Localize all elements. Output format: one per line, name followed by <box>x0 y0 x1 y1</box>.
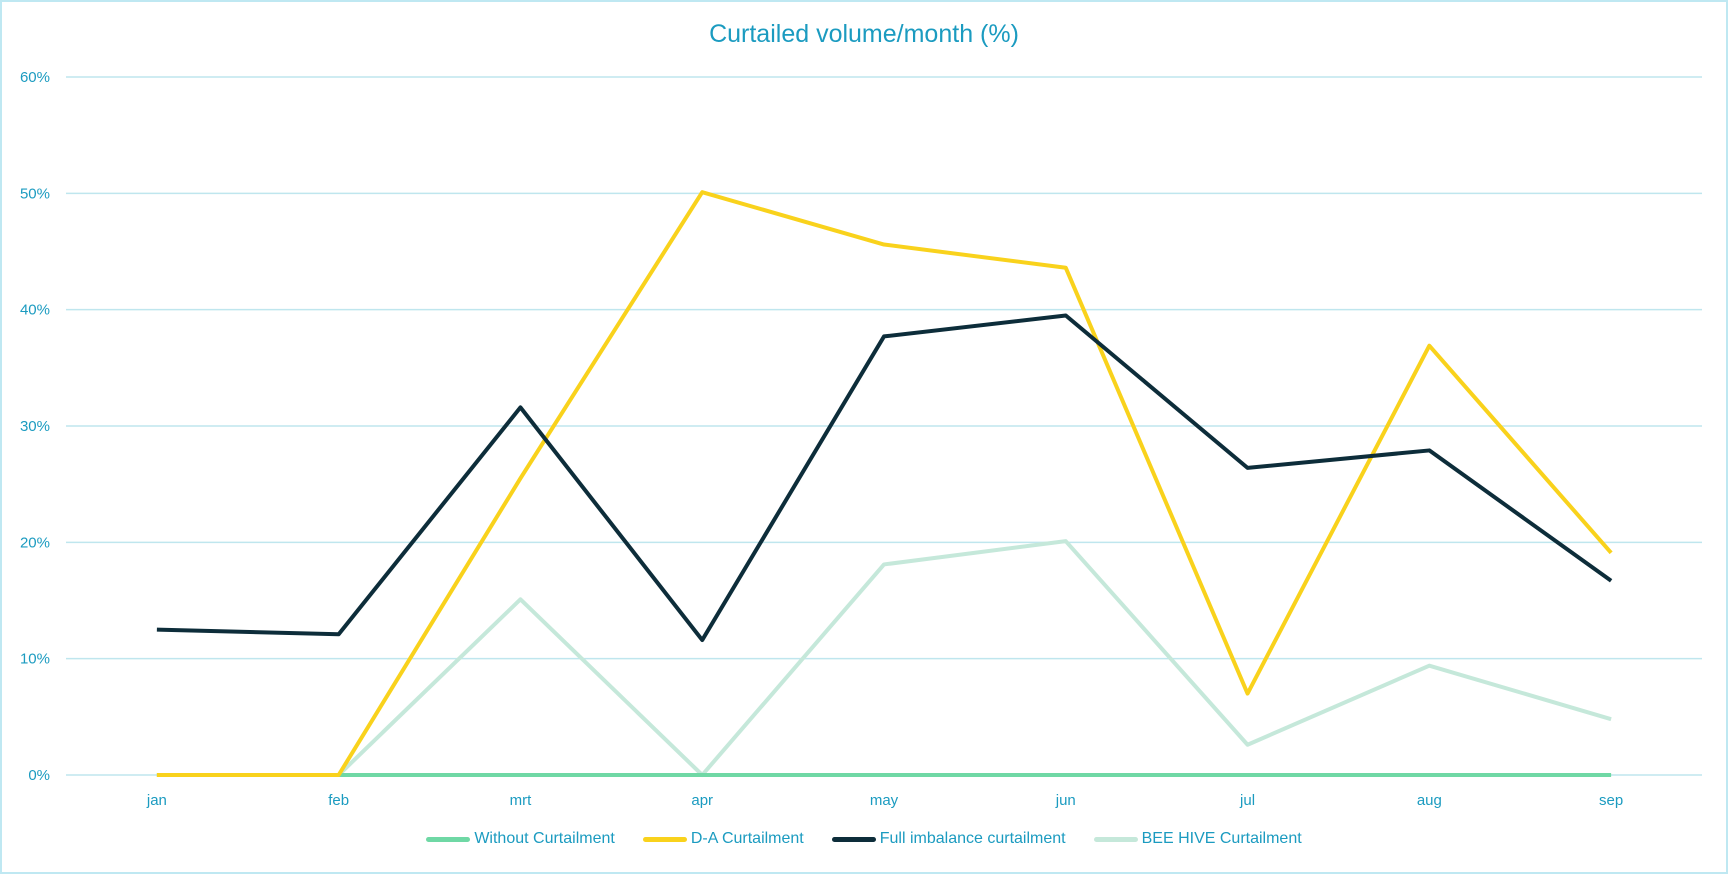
x-tick-label: may <box>870 792 899 809</box>
legend-swatch <box>426 836 471 842</box>
x-tick-label: feb <box>328 792 349 809</box>
y-tick-label: 40% <box>20 302 50 319</box>
legend-item: Full imbalance curtailment <box>831 830 1066 848</box>
series-line-d-a-curtailment <box>156 190 1613 777</box>
legend-swatch <box>831 836 876 842</box>
legend-item: D-A Curtailment <box>642 830 804 848</box>
chart-title: Curtailed volume/month (%) <box>709 20 1019 48</box>
legend-item: Without Curtailment <box>426 830 615 848</box>
legend-label: Full imbalance curtailment <box>879 830 1066 847</box>
series-line-full-imbalance-curtailment <box>156 313 1613 643</box>
x-tick-label: mrt <box>510 792 532 809</box>
y-tick-label: 0% <box>28 767 50 784</box>
y-tick-label: 50% <box>20 185 50 202</box>
legend: Without Curtailment D-A Curtailment Full i… <box>0 830 1728 848</box>
y-tick-label: 10% <box>20 651 50 668</box>
x-tick-label: jan <box>146 792 167 809</box>
legend-label: BEE HIVE Curtailment <box>1141 830 1302 847</box>
x-tick-label: sep <box>1599 792 1623 809</box>
legend-label: Without Curtailment <box>474 830 615 847</box>
y-tick-label: 30% <box>20 418 50 435</box>
legend-swatch <box>1093 836 1138 842</box>
legend-swatch <box>642 836 687 842</box>
y-tick-label: 60% <box>20 69 50 86</box>
legend-label: D-A Curtailment <box>690 830 804 847</box>
x-tick-label: jul <box>1239 792 1255 809</box>
x-tick-label: apr <box>691 792 713 809</box>
x-tick-label: jun <box>1055 792 1076 809</box>
x-tick-label: aug <box>1417 792 1442 809</box>
y-tick-label: 20% <box>20 534 50 551</box>
legend-item: BEE HIVE Curtailment <box>1093 830 1302 848</box>
